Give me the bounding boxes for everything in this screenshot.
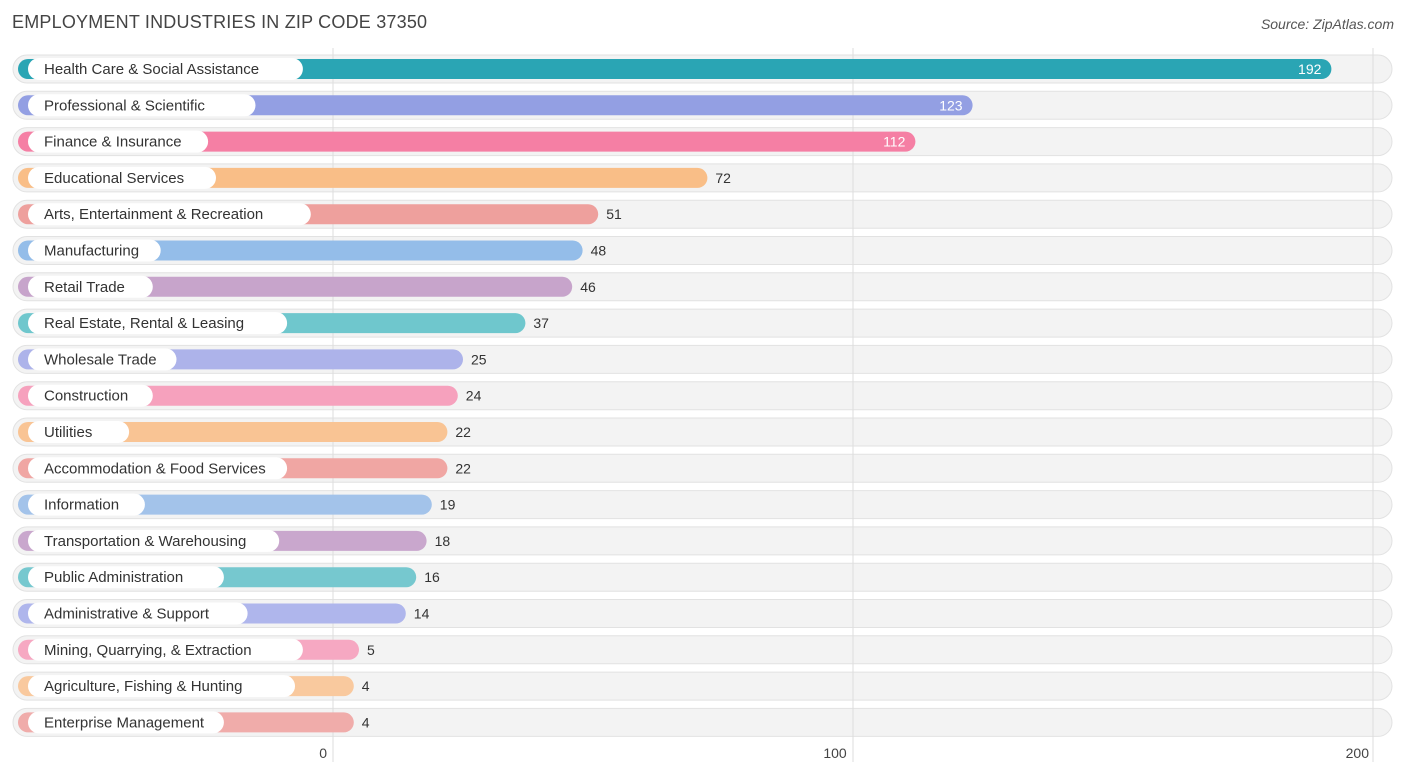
category-label-pill xyxy=(28,638,303,661)
category-label: Professional & Scientific xyxy=(44,97,205,114)
category-label-pill xyxy=(28,529,280,552)
row-track xyxy=(12,671,1393,701)
category-label: Accommodation & Food Services xyxy=(44,460,266,477)
category-label: Health Care & Social Assistance xyxy=(44,61,259,78)
category-label-pill xyxy=(28,493,145,516)
value-label: 51 xyxy=(606,206,622,222)
value-label: 16 xyxy=(424,569,440,585)
value-label: 46 xyxy=(580,279,596,295)
category-label: Utilities xyxy=(44,424,92,441)
bar xyxy=(18,95,973,116)
value-label: 72 xyxy=(715,170,731,186)
category-label-pill xyxy=(28,312,288,335)
category-label: Administrative & Support xyxy=(44,606,210,623)
category-label: Information xyxy=(44,497,119,514)
value-label: 48 xyxy=(591,243,607,259)
source-note: Source: ZipAtlas.com xyxy=(1260,16,1394,32)
category-label-pill xyxy=(28,94,256,117)
chart-title: EMPLOYMENT INDUSTRIES IN ZIP CODE 37350 xyxy=(12,12,428,32)
row-track xyxy=(12,707,1393,737)
category-label-pill xyxy=(28,130,209,153)
value-label: 5 xyxy=(367,642,375,658)
category-label: Enterprise Management xyxy=(44,714,205,731)
value-label: 4 xyxy=(362,678,370,694)
category-label-pill xyxy=(28,348,177,371)
category-label: Mining, Quarrying, & Extraction xyxy=(44,642,252,659)
category-label: Wholesale Trade xyxy=(44,351,157,368)
bar xyxy=(18,276,573,297)
category-label-pill xyxy=(28,58,303,80)
category-label: Agriculture, Fishing & Hunting xyxy=(44,678,242,695)
category-label: Construction xyxy=(44,388,128,405)
x-tick-label: 0 xyxy=(319,745,327,761)
category-label: Manufacturing xyxy=(44,243,139,260)
category-label-pill xyxy=(28,421,130,443)
category-label-pill xyxy=(28,457,288,480)
value-label: 112 xyxy=(883,134,906,150)
category-label: Arts, Entertainment & Recreation xyxy=(44,206,263,223)
category-label: Public Administration xyxy=(44,569,183,586)
value-label: 14 xyxy=(414,606,430,622)
value-label: 19 xyxy=(440,497,456,513)
value-label: 22 xyxy=(455,460,471,476)
row-track xyxy=(12,635,1393,665)
category-label-pill xyxy=(28,384,153,407)
value-label: 24 xyxy=(466,388,482,404)
value-label: 192 xyxy=(1298,61,1322,77)
category-label: Finance & Insurance xyxy=(44,134,182,151)
bar xyxy=(18,59,1332,79)
category-label-pill xyxy=(28,166,216,189)
x-tick-label: 100 xyxy=(823,745,847,761)
category-label: Transportation & Warehousing xyxy=(44,533,246,550)
value-label: 123 xyxy=(939,97,963,113)
value-label: 37 xyxy=(533,315,549,331)
value-label: 22 xyxy=(455,424,471,440)
category-label: Educational Services xyxy=(44,170,184,187)
bar xyxy=(18,131,916,152)
category-label-pill xyxy=(28,711,224,734)
x-tick-label: 200 xyxy=(1346,745,1370,761)
category-label: Retail Trade xyxy=(44,279,125,296)
value-label: 25 xyxy=(471,351,487,367)
category-label: Real Estate, Rental & Leasing xyxy=(44,315,244,332)
category-label-pill xyxy=(28,239,161,262)
category-label-pill xyxy=(28,675,295,698)
category-label-pill xyxy=(28,602,248,625)
category-label-pill xyxy=(28,275,153,298)
category-label-pill xyxy=(28,566,224,589)
value-label: 4 xyxy=(362,714,370,730)
value-label: 18 xyxy=(435,533,451,549)
category-label-pill xyxy=(28,203,311,226)
